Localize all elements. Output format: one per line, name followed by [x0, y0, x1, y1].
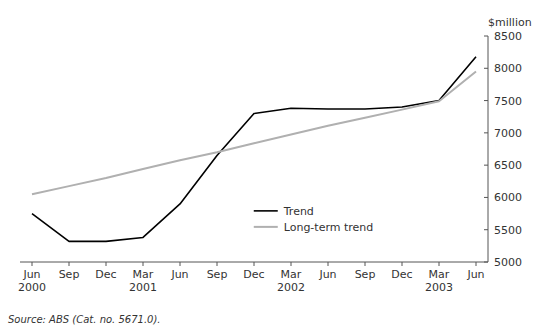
- x-tick-label-line: Jun: [170, 268, 188, 281]
- x-tick-label-line: Dec: [95, 268, 116, 281]
- y-tick: [484, 68, 488, 69]
- y-tick: [484, 165, 488, 166]
- x-tick-label-line: 2002: [277, 281, 305, 294]
- y-tick: [484, 100, 488, 101]
- y-tick-label: 5000: [494, 256, 522, 269]
- y-tick-label: 7000: [494, 127, 522, 140]
- x-tick-label-line: Dec: [243, 268, 264, 281]
- x-tick: [402, 262, 403, 266]
- x-tick-label: Mar2001: [129, 268, 157, 294]
- y-axis: [488, 36, 489, 262]
- source: Source: ABS (Cat. no. 5671.0).: [8, 314, 161, 325]
- x-tick: [328, 262, 329, 266]
- x-tick-label: Jun2000: [18, 268, 46, 294]
- x-tick: [217, 262, 218, 266]
- x-tick: [69, 262, 70, 266]
- y-tick: [484, 262, 488, 263]
- y-tick-label: 8500: [494, 30, 522, 43]
- legend-label: Long-term trend: [284, 221, 374, 234]
- chart: 5000 5500 6000 6500 7000 7500 8000 8500$million…: [0, 0, 554, 331]
- x-tick-label-line: Sep: [59, 268, 80, 281]
- x-tick: [254, 262, 255, 266]
- y-tick-label: 7500: [494, 95, 522, 108]
- y-axis-label: $million: [488, 16, 532, 29]
- x-tick-label: Sep: [207, 268, 228, 281]
- x-tick: [365, 262, 366, 266]
- series-line: [32, 57, 476, 242]
- y-tick-label: 6000: [494, 191, 522, 204]
- x-tick-label: Dec: [243, 268, 264, 281]
- x-tick-label-line: 2003: [425, 281, 453, 294]
- x-tick: [476, 262, 477, 266]
- series-line: [32, 72, 476, 195]
- y-tick-label: 6500: [494, 159, 522, 172]
- x-tick: [143, 262, 144, 266]
- x-tick-label: Mar2003: [425, 268, 453, 294]
- y-tick: [484, 229, 488, 230]
- x-tick-label-line: Mar: [133, 268, 154, 281]
- y-tick: [484, 132, 488, 133]
- x-tick-label: Jun: [466, 268, 484, 281]
- x-tick-label: Sep: [355, 268, 376, 281]
- legend: Trend Long-term trend: [254, 205, 374, 234]
- legend-swatch: [254, 210, 278, 212]
- x-tick-label: Jun: [170, 268, 188, 281]
- y-tick: [484, 36, 488, 37]
- y-tick: [484, 197, 488, 198]
- x-tick: [106, 262, 107, 266]
- x-tick-label-line: Jun: [466, 268, 484, 281]
- x-tick-label-line: Dec: [391, 268, 412, 281]
- x-tick: [439, 262, 440, 266]
- y-tick-label: 5500: [494, 224, 522, 237]
- x-tick-label-line: Jun: [318, 268, 336, 281]
- x-tick-label: Jun: [318, 268, 336, 281]
- x-tick-label-line: Sep: [355, 268, 376, 281]
- x-tick: [180, 262, 181, 266]
- x-tick-label-line: 2000: [18, 281, 46, 294]
- x-tick-label: Dec: [391, 268, 412, 281]
- x-tick: [32, 262, 33, 266]
- x-tick-label-line: Mar: [281, 268, 302, 281]
- legend-label: Trend: [283, 205, 314, 218]
- legend-swatch: [254, 226, 278, 228]
- y-tick-label: 8000: [494, 62, 522, 75]
- x-tick-label: Sep: [59, 268, 80, 281]
- x-tick: [291, 262, 292, 266]
- x-tick-label-line: Sep: [207, 268, 228, 281]
- x-tick-label-line: 2001: [129, 281, 157, 294]
- x-tick-label-line: Mar: [429, 268, 450, 281]
- x-tick-label: Mar2002: [277, 268, 305, 294]
- x-tick-label-line: Jun: [22, 268, 40, 281]
- x-tick-label: Dec: [95, 268, 116, 281]
- plot-area: [32, 57, 476, 242]
